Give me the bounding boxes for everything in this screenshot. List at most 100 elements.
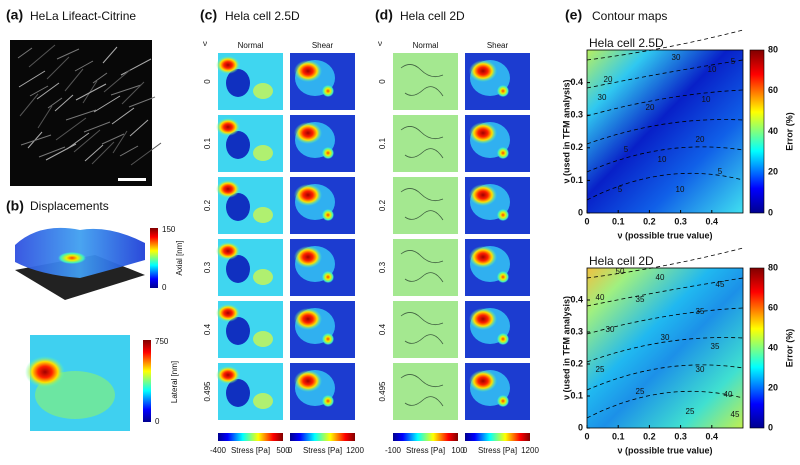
microscopy-image xyxy=(10,40,152,186)
contour-line xyxy=(586,29,744,61)
row-label: 0.1 xyxy=(378,137,387,149)
actin-fiber xyxy=(83,121,111,133)
actin-fiber xyxy=(102,46,118,64)
y-tick-label: 0 xyxy=(578,422,583,432)
row-label: 0.1 xyxy=(203,137,212,149)
contour-label: 40 xyxy=(656,273,665,282)
contour-label: 50 xyxy=(616,267,625,276)
x-tick-label: 0.1 xyxy=(612,431,625,441)
contour-label: 45 xyxy=(716,280,725,289)
colorbar-tick: 0 xyxy=(288,446,293,455)
stress-contour xyxy=(400,374,444,407)
column-header: Normal xyxy=(238,41,264,50)
nu-symbol: ν xyxy=(378,39,382,48)
stress-low xyxy=(226,193,250,221)
panel-label: (a) xyxy=(6,7,23,23)
contour-label: 30 xyxy=(661,333,670,342)
stress-mid xyxy=(253,393,273,409)
actin-fiber xyxy=(112,130,128,154)
y-tick-label: 0.4 xyxy=(570,77,583,87)
contour-line xyxy=(586,364,744,391)
contour-line xyxy=(586,390,744,419)
map-title: Hela cell 2D xyxy=(589,254,654,268)
contour-label: 30 xyxy=(696,365,705,374)
actin-fiber xyxy=(93,95,121,113)
contour-line xyxy=(586,119,744,145)
shear-high xyxy=(469,122,497,144)
contour-label: 20 xyxy=(604,75,613,84)
contour-line xyxy=(586,89,744,117)
shear-high xyxy=(469,370,497,392)
y-tick-label: 0.3 xyxy=(570,110,583,120)
y-tick-label: 0.1 xyxy=(570,390,583,400)
row-label: 0.4 xyxy=(378,323,387,335)
colorbar-tick: 0 xyxy=(463,446,468,455)
colorbar-label: Stress [Pa] xyxy=(406,446,445,455)
actin-fiber xyxy=(20,134,52,146)
map-title: Hela cell 2.5D xyxy=(589,36,664,50)
panel-title: HeLa Lifeact-Citrine xyxy=(30,9,136,23)
contour-label: 25 xyxy=(596,365,605,374)
shear-spot xyxy=(497,333,509,345)
panel-label: (b) xyxy=(6,198,24,214)
x-axis-label: ν (possible true value) xyxy=(617,445,712,455)
stress-contour xyxy=(400,64,444,97)
shear-spot xyxy=(322,209,334,221)
contour-line xyxy=(586,247,744,279)
colorbar-tick: 80 xyxy=(768,262,778,272)
row-label: 0.495 xyxy=(378,381,387,402)
shear-high xyxy=(469,184,497,206)
actin-fiber xyxy=(36,82,60,100)
x-tick-label: 0.3 xyxy=(674,431,687,441)
colorbar-tick: 0 xyxy=(768,422,773,432)
colorbar xyxy=(393,433,458,441)
stress-high xyxy=(216,366,240,384)
x-tick-label: 0 xyxy=(584,431,589,441)
normal-stress-map xyxy=(393,239,458,296)
shear-spot xyxy=(497,395,509,407)
actin-fiber xyxy=(17,47,33,59)
shear-spot xyxy=(497,209,509,221)
panel-label: (d) xyxy=(375,7,393,23)
colorbar xyxy=(150,228,158,288)
actin-fiber xyxy=(19,93,39,117)
contour-label: 5 xyxy=(624,145,629,154)
stress-high xyxy=(216,304,240,322)
actin-fiber xyxy=(28,44,56,68)
panel-title: Hela cell 2D xyxy=(400,9,465,23)
contour-map xyxy=(586,49,744,214)
normal-stress-map xyxy=(393,301,458,358)
contour-label: 10 xyxy=(676,185,685,194)
actin-fiber xyxy=(75,83,107,101)
contour-label: 5 xyxy=(718,167,723,176)
x-tick-label: 0.2 xyxy=(643,216,656,226)
stress-mid xyxy=(253,83,273,99)
contour-line xyxy=(586,59,744,89)
y-axis-label: ν (used in TFM analysis) xyxy=(561,296,571,400)
stress-high xyxy=(216,180,240,198)
scale-bar xyxy=(118,178,146,181)
actin-fiber xyxy=(121,81,145,105)
colorbar-tick: 0 xyxy=(155,417,160,426)
stress-mid xyxy=(253,269,273,285)
colorbar-tick: 0 xyxy=(162,283,167,292)
colorbar-tick: 100 xyxy=(451,446,465,455)
actin-fiber xyxy=(110,84,142,96)
panel-title: Displacements xyxy=(30,199,109,213)
column-header: Normal xyxy=(413,41,439,50)
colorbar xyxy=(290,433,355,441)
shear-spot xyxy=(497,147,509,159)
actin-fiber xyxy=(74,60,94,72)
actin-fiber xyxy=(47,97,63,109)
actin-fiber xyxy=(84,144,104,162)
x-tick-label: 0.4 xyxy=(706,431,719,441)
normal-stress-map xyxy=(393,177,458,234)
shear-high xyxy=(469,308,497,330)
actin-fiber xyxy=(92,72,108,84)
actin-fiber xyxy=(130,142,162,166)
shear-high xyxy=(294,122,322,144)
y-tick-label: 0.4 xyxy=(570,294,583,304)
colorbar-tick: -100 xyxy=(385,446,402,455)
normal-stress-map xyxy=(393,53,458,110)
actin-fiber xyxy=(54,94,74,112)
